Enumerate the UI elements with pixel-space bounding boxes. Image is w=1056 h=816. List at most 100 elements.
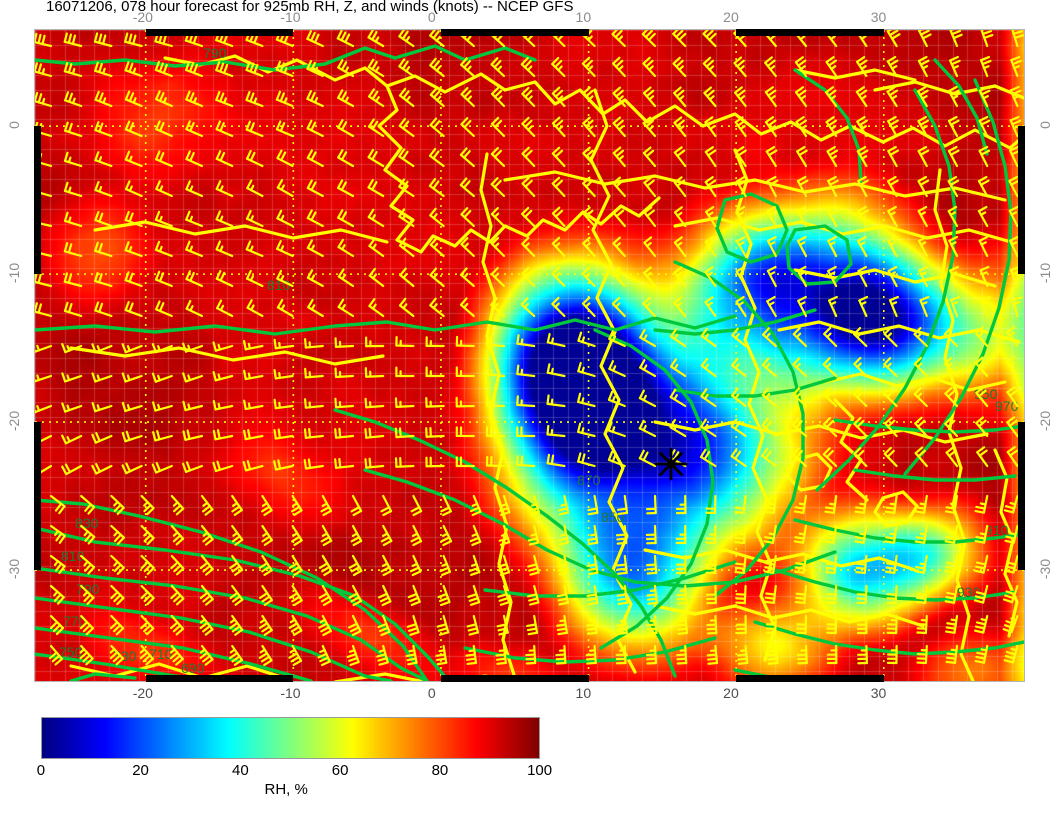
- contour-label: 910: [985, 522, 1009, 538]
- wind-barb: [853, 416, 868, 438]
- wind-barb: [516, 395, 536, 408]
- wind-barb: [428, 147, 445, 168]
- wind-barb: [643, 236, 657, 258]
- wind-barb: [794, 584, 808, 605]
- wind-barb: [35, 32, 53, 48]
- colorbar: [41, 717, 540, 759]
- wind-barb: [152, 401, 173, 412]
- wind-barb: [498, 524, 511, 546]
- wind-barb: [700, 357, 717, 378]
- wind-barb: [646, 614, 658, 635]
- wind-barb: [337, 89, 355, 108]
- wind-barb: [243, 369, 264, 381]
- wind-barb: [151, 372, 173, 383]
- wind-barb: [91, 432, 113, 444]
- wind-barb: [944, 524, 959, 544]
- wind-barb: [675, 494, 687, 515]
- wind-barb: [797, 295, 808, 318]
- wind-barb: [827, 205, 839, 228]
- wind-barb: [973, 614, 989, 634]
- wind-barb: [425, 366, 445, 378]
- wind-barb: [827, 265, 838, 288]
- wind-barb: [110, 524, 125, 545]
- wind-barb: [516, 426, 536, 438]
- wind-barb: [764, 56, 777, 78]
- wind-barb: [551, 116, 566, 138]
- wind-barb: [1006, 356, 1019, 378]
- wind-barb: [429, 267, 445, 288]
- wind-barb: [490, 236, 506, 258]
- wind-barb: [581, 266, 596, 288]
- wind-barb: [884, 554, 898, 574]
- wind-barb: [151, 343, 173, 354]
- wind-barb: [398, 30, 415, 48]
- y-axis-label-right-0: 0: [1037, 121, 1053, 130]
- wind-barb: [672, 56, 687, 78]
- wind-barb: [521, 236, 536, 258]
- wind-barb: [853, 356, 868, 378]
- wind-barb: [124, 150, 143, 168]
- wind-barb: [673, 116, 687, 138]
- contour-label: 930: [957, 584, 981, 600]
- wind-barb: [883, 446, 898, 468]
- x-axis-tick-bar-bottom-2: [736, 675, 884, 682]
- wind-barb: [886, 85, 899, 108]
- wind-barb: [212, 341, 234, 352]
- wind-barb: [673, 206, 687, 228]
- map-plot-area[interactable]: 790 810 830 810 790 770 750 730 710 690 870 850 910 9…: [34, 29, 1025, 682]
- x-axis-tick-bar-bottom-1: [440, 675, 589, 682]
- wind-barb: [822, 447, 838, 468]
- wind-barb: [394, 427, 415, 439]
- wind-barb: [459, 297, 475, 318]
- wind-barb: [124, 210, 143, 228]
- wind-barb: [288, 614, 303, 637]
- wind-barb: [466, 614, 480, 636]
- y-axis-label-left--10: -10: [6, 263, 22, 284]
- wind-barb: [1004, 524, 1019, 544]
- wind-barb: [612, 236, 626, 258]
- wind-barb: [949, 296, 961, 318]
- wind-barb: [61, 402, 83, 413]
- wind-barb: [917, 145, 930, 168]
- wind-barb: [734, 494, 747, 514]
- wind-barb: [185, 210, 204, 228]
- wind-barb: [91, 372, 113, 383]
- wind-barb: [673, 266, 687, 288]
- wind-barb: [455, 396, 475, 408]
- x-axis-label-top--20: -20: [132, 9, 153, 25]
- wind-barb: [887, 265, 898, 288]
- wind-barb: [155, 90, 173, 108]
- height-contours: [35, 44, 1024, 681]
- wind-barb: [49, 644, 64, 666]
- colorbar-tick-60: 60: [331, 762, 349, 779]
- wind-barb: [212, 429, 234, 441]
- wind-barb: [887, 145, 899, 168]
- wind-barb: [646, 584, 658, 605]
- wind-barb: [735, 295, 747, 318]
- wind-barb: [93, 32, 113, 48]
- wind-barb: [155, 150, 173, 168]
- wind-barb: [124, 120, 143, 138]
- station-marker[interactable]: [654, 447, 688, 481]
- wind-barb: [914, 494, 928, 514]
- wind-barb: [495, 644, 507, 665]
- wind-barb: [822, 357, 838, 378]
- wind-barb: [398, 148, 415, 168]
- wind-barb: [641, 30, 657, 48]
- wind-barb: [350, 494, 363, 517]
- wind-barb: [612, 266, 626, 288]
- wind-barb: [551, 86, 566, 108]
- wind-barb: [185, 150, 204, 168]
- wind-barb: [947, 205, 959, 228]
- wind-barb: [520, 297, 536, 318]
- contour-label: 870: [577, 472, 601, 488]
- wind-barb: [246, 299, 264, 318]
- x-axis-label-top-30: 30: [870, 9, 887, 25]
- wind-barb: [460, 87, 475, 108]
- wind-barb: [291, 524, 303, 547]
- wind-barb: [914, 524, 928, 544]
- wind-barb: [307, 298, 324, 318]
- wind-barb: [918, 30, 932, 48]
- wind-barb: [110, 494, 125, 516]
- wind-barb: [733, 56, 747, 78]
